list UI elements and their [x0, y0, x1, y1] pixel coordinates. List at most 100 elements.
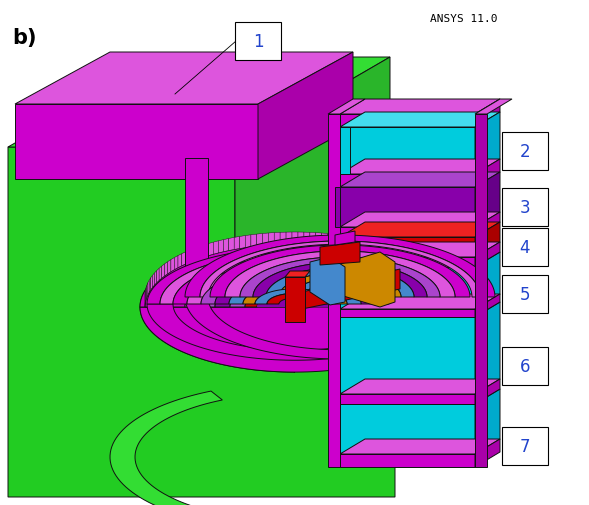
Polygon shape [475, 439, 500, 467]
Polygon shape [404, 252, 408, 266]
Polygon shape [439, 278, 441, 292]
Polygon shape [200, 241, 480, 297]
Polygon shape [318, 289, 362, 297]
Polygon shape [382, 244, 386, 258]
Polygon shape [251, 235, 257, 247]
Polygon shape [328, 100, 365, 115]
Polygon shape [148, 281, 149, 295]
Polygon shape [340, 213, 500, 228]
Polygon shape [215, 274, 375, 305]
Polygon shape [263, 233, 269, 246]
Polygon shape [266, 268, 414, 297]
Polygon shape [441, 281, 442, 295]
Polygon shape [302, 270, 400, 310]
Polygon shape [210, 245, 470, 297]
Polygon shape [173, 258, 417, 305]
Polygon shape [328, 115, 340, 467]
Polygon shape [412, 256, 416, 270]
FancyBboxPatch shape [502, 347, 548, 385]
Polygon shape [377, 243, 382, 256]
Polygon shape [147, 283, 148, 297]
Polygon shape [475, 252, 500, 310]
Polygon shape [475, 113, 500, 175]
FancyBboxPatch shape [502, 275, 548, 314]
Text: 5: 5 [519, 285, 530, 304]
Polygon shape [416, 258, 419, 272]
FancyBboxPatch shape [502, 133, 548, 171]
Polygon shape [194, 247, 199, 261]
Polygon shape [304, 233, 310, 245]
Polygon shape [335, 231, 355, 245]
Polygon shape [187, 264, 403, 305]
Polygon shape [330, 252, 395, 308]
Polygon shape [153, 273, 154, 288]
Polygon shape [340, 175, 475, 188]
Polygon shape [443, 285, 444, 300]
Polygon shape [322, 233, 327, 246]
Polygon shape [340, 113, 500, 128]
Polygon shape [110, 391, 246, 505]
Polygon shape [280, 233, 286, 245]
Polygon shape [267, 294, 323, 305]
Polygon shape [339, 235, 345, 248]
Polygon shape [340, 379, 500, 394]
Polygon shape [408, 254, 412, 268]
Polygon shape [396, 249, 400, 263]
Polygon shape [245, 235, 251, 248]
Polygon shape [8, 58, 390, 147]
Polygon shape [162, 264, 164, 279]
Polygon shape [140, 308, 295, 372]
Polygon shape [386, 245, 391, 259]
Polygon shape [340, 100, 500, 115]
Polygon shape [475, 160, 500, 188]
Polygon shape [185, 261, 405, 308]
Polygon shape [475, 242, 500, 268]
Polygon shape [274, 233, 280, 245]
Polygon shape [286, 232, 292, 244]
Polygon shape [292, 278, 388, 297]
Polygon shape [475, 379, 500, 404]
Polygon shape [340, 115, 475, 128]
Polygon shape [340, 128, 475, 175]
Polygon shape [422, 262, 425, 276]
Polygon shape [475, 302, 500, 394]
Polygon shape [361, 239, 366, 252]
Polygon shape [240, 258, 440, 297]
Polygon shape [285, 277, 305, 322]
Polygon shape [428, 267, 431, 281]
FancyBboxPatch shape [502, 229, 548, 267]
Polygon shape [245, 286, 345, 308]
Polygon shape [146, 285, 147, 300]
Polygon shape [209, 243, 213, 256]
Polygon shape [320, 242, 360, 266]
Polygon shape [201, 269, 389, 305]
Polygon shape [335, 188, 340, 228]
Text: 7: 7 [519, 437, 530, 455]
Polygon shape [171, 258, 174, 272]
Polygon shape [215, 274, 375, 308]
Polygon shape [229, 279, 361, 305]
Polygon shape [340, 389, 500, 404]
Polygon shape [230, 280, 360, 308]
FancyBboxPatch shape [502, 427, 548, 465]
Polygon shape [269, 233, 274, 245]
Polygon shape [253, 263, 427, 297]
Polygon shape [145, 244, 445, 308]
Polygon shape [235, 58, 390, 409]
Text: 6: 6 [519, 358, 530, 375]
Polygon shape [356, 238, 361, 251]
Polygon shape [243, 285, 347, 305]
Polygon shape [304, 283, 376, 297]
FancyBboxPatch shape [235, 23, 281, 61]
Text: 3: 3 [519, 198, 530, 217]
Polygon shape [425, 264, 428, 279]
Polygon shape [15, 105, 258, 180]
Polygon shape [170, 255, 420, 308]
Polygon shape [340, 454, 475, 467]
Polygon shape [155, 249, 435, 308]
Polygon shape [285, 272, 310, 277]
Text: ANSYS 11.0: ANSYS 11.0 [430, 14, 498, 24]
Polygon shape [8, 147, 395, 497]
Polygon shape [223, 239, 229, 252]
Polygon shape [340, 268, 475, 310]
